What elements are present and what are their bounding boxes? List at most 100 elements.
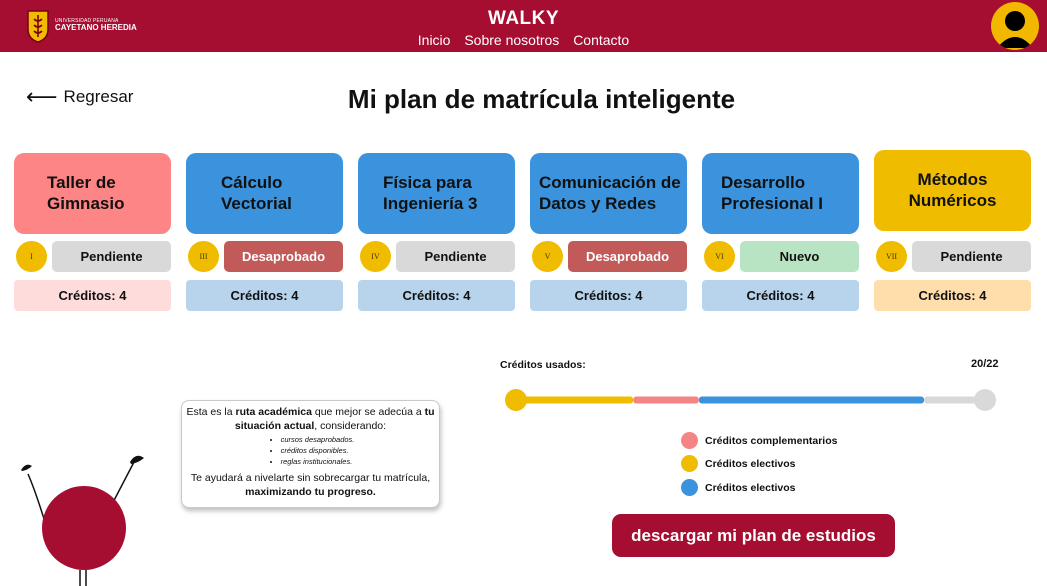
credits-bar-segment	[516, 396, 634, 404]
credits-used-value: 20/22	[971, 358, 999, 370]
course-credits: Créditos: 4	[874, 280, 1031, 311]
mascot-left-antenna	[27, 473, 46, 523]
main-nav: Inicio Sobre nosotros Contacto	[0, 32, 1047, 48]
info-text: que mejor se adecúa a	[311, 406, 425, 418]
back-label: Regresar	[63, 87, 134, 106]
info-text: Esta es la	[186, 406, 236, 418]
arrow-left-icon: ⟵	[26, 84, 58, 109]
course-card[interactable]: Taller de Gimnasio	[14, 153, 171, 234]
course-name: Desarrollo Profesional I	[721, 173, 823, 214]
course-card[interactable]: Física para Ingeniería 3	[358, 153, 515, 234]
course-card[interactable]: Métodos Numéricos	[874, 150, 1031, 231]
course-credits: Créditos: 4	[358, 280, 515, 311]
mascot-left-feeler	[21, 464, 32, 471]
course-item[interactable]: Taller de Gimnasio I Pendiente Créditos: 4	[14, 153, 171, 311]
user-avatar-icon	[997, 11, 1033, 48]
credits-bar-segment	[924, 396, 985, 404]
course-meta-row: I Pendiente	[14, 241, 171, 272]
info-highlight: ruta académica	[235, 406, 312, 418]
course-item[interactable]: Métodos Numéricos VII Pendiente Créditos: 4	[874, 150, 1031, 311]
legend-item-electivos-2: Créditos electivos	[681, 479, 795, 496]
credits-bar-end-knob	[974, 389, 996, 411]
course-credits: Créditos: 4	[702, 280, 859, 311]
info-highlight: tu situación actual	[234, 406, 435, 432]
credits-bar-segment	[633, 396, 699, 404]
info-highlight: maximizando tu progreso.	[245, 485, 376, 498]
university-logo[interactable]: UNIVERSIDAD PERUANA CAYETANO HEREDIA	[26, 9, 137, 43]
course-name-line: Cálculo	[221, 173, 283, 193]
course-name-line: Comunicación de	[539, 173, 681, 193]
top-header: UNIVERSIDAD PERUANA CAYETANO HEREDIA WAL…	[0, 0, 1047, 52]
course-credits: Créditos: 4	[530, 280, 687, 311]
course-name-line: Física para	[383, 173, 472, 193]
course-item[interactable]: Comunicación de Datos y Redes V Desaprobado…	[530, 153, 687, 311]
info-bullet: cursos desaprobados.	[281, 435, 355, 446]
info-text: Te ayudará a nivelarte sin sobrecargar t…	[190, 471, 431, 484]
legend-dot	[681, 479, 698, 496]
course-name-line: Ingeniería 3	[383, 193, 478, 213]
mascot-illustration	[21, 455, 144, 586]
legend-dot	[681, 455, 698, 472]
course-name-line: Métodos	[917, 170, 988, 190]
course-meta-row: V Desaprobado	[530, 241, 687, 272]
legend-label: Créditos electivos	[705, 481, 796, 494]
course-name-line: Numéricos	[908, 190, 997, 210]
course-item[interactable]: Cálculo Vectorial III Desaprobado Créditos: …	[186, 153, 343, 311]
course-level-badge: III	[188, 241, 219, 272]
course-name: Física para Ingeniería 3	[383, 173, 477, 214]
user-avatar[interactable]	[991, 2, 1039, 50]
nav-link-inicio[interactable]: Inicio	[417, 32, 451, 48]
info-bubble: Esta es la ruta académica que mejor se a…	[181, 400, 440, 508]
course-level-badge: IV	[360, 241, 391, 272]
course-meta-row: VI Nuevo	[702, 241, 859, 272]
course-status-badge: Desaprobado	[224, 241, 343, 272]
legend-dot	[681, 432, 698, 449]
course-name-line: Taller de	[47, 173, 116, 193]
course-name-line: Gimnasio	[47, 193, 125, 213]
page-title: Mi plan de matrícula inteligente	[347, 84, 736, 114]
course-status-badge: Pendiente	[396, 241, 515, 272]
info-paragraph-1: Esta es la ruta académica que mejor se a…	[182, 406, 439, 433]
download-plan-button[interactable]: descargar mi plan de estudios	[612, 514, 895, 557]
brand-title: WALKY	[487, 8, 560, 29]
university-name-line2: CAYETANO HEREDIA	[55, 23, 137, 33]
mascot-right-feeler	[130, 455, 144, 464]
course-level-badge: V	[532, 241, 563, 272]
credits-bar-segment	[698, 396, 925, 404]
course-item[interactable]: Desarrollo Profesional I VI Nuevo Créditos: …	[702, 153, 859, 311]
course-name-line: Datos y Redes	[539, 193, 657, 213]
nav-link-sobre-nosotros[interactable]: Sobre nosotros	[464, 32, 560, 48]
course-status-badge: Desaprobado	[568, 241, 687, 272]
course-card[interactable]: Comunicación de Datos y Redes	[530, 153, 687, 234]
course-name: Taller de Gimnasio	[47, 173, 124, 214]
course-level-badge: I	[16, 241, 47, 272]
course-name-line: Desarrollo	[721, 173, 806, 193]
back-button[interactable]: ⟵ Regresar	[26, 84, 134, 109]
credits-progress-bar	[505, 389, 996, 411]
legend-label: Créditos complementarios	[705, 434, 838, 447]
info-bullet: créditos disponibles.	[281, 446, 355, 457]
info-bullet-list: cursos desaprobados. créditos disponible…	[281, 435, 355, 468]
course-item[interactable]: Física para Ingeniería 3 IV Pendiente Crédit…	[358, 153, 515, 311]
legend-label: Créditos electivos	[705, 457, 796, 470]
course-name-line: Profesional I	[721, 193, 824, 213]
course-credits: Créditos: 4	[186, 280, 343, 311]
course-card[interactable]: Cálculo Vectorial	[186, 153, 343, 234]
credits-used-label: Créditos usados:	[500, 359, 586, 371]
course-name: Métodos Numéricos	[909, 170, 997, 211]
info-bullet: reglas institucionales.	[281, 457, 355, 468]
credits-bar-start-knob	[505, 389, 527, 411]
course-meta-row: III Desaprobado	[186, 241, 343, 272]
legend-item-electivos: Créditos electivos	[681, 455, 795, 472]
mascot-body	[42, 486, 126, 570]
nav-link-contacto[interactable]: Contacto	[573, 32, 630, 48]
course-status-badge: Pendiente	[52, 241, 171, 272]
course-level-badge: VI	[704, 241, 735, 272]
course-name-line: Vectorial	[221, 193, 292, 213]
course-status-badge: Nuevo	[740, 241, 859, 272]
course-meta-row: IV Pendiente	[358, 241, 515, 272]
course-status-badge: Pendiente	[912, 241, 1031, 272]
course-card[interactable]: Desarrollo Profesional I	[702, 153, 859, 234]
info-paragraph-2: Te ayudará a nivelarte sin sobrecargar t…	[182, 472, 439, 499]
university-name-line1: UNIVERSIDAD PERUANA	[55, 18, 119, 25]
